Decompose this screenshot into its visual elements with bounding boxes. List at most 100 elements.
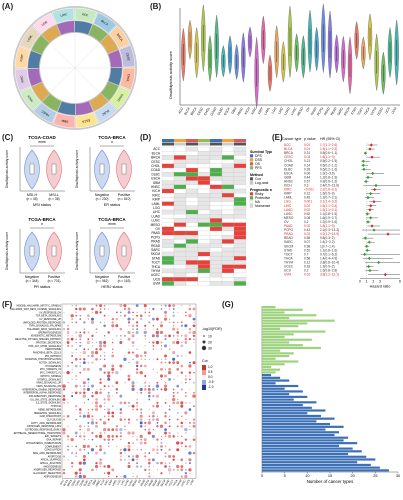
heatmap-cell [161,239,175,244]
panel-label-d: (D) [140,133,152,142]
dotplot-dot [75,418,77,421]
dotplot-dot [95,424,98,428]
dotplot-dot [83,435,86,438]
dotplot-legend-title: -log10(FDR) [202,327,222,331]
dotplot-dot [180,458,184,462]
forest-marker [365,212,369,216]
xtick-cesc: CESC [196,106,204,116]
dotplot-dot [107,428,111,432]
dotplot-dot [115,324,119,328]
dotplot-dot [79,472,82,475]
dotplot-dot [172,401,175,405]
dotplot-dot [172,334,175,337]
dotplot-dot [140,438,143,441]
heatmap-cell [221,281,235,286]
bar-green [262,349,281,352]
dotplot-dot [160,305,163,307]
dotplot-dot [136,398,138,401]
dotplot-dot [112,395,114,397]
dotplot-dot [160,472,163,475]
dotplot-dot [95,304,98,307]
dotplot-dot [86,367,90,371]
xtick-coad: COAD [209,106,217,117]
dotplot-dot [140,391,143,394]
heatmap-cell [209,226,223,232]
dotplot-dot [127,307,131,311]
dotplot-dot [63,372,65,374]
heatmap-row-label: UCS [153,277,160,281]
dotplot-dot [104,378,106,380]
color-legend-label: -1.0 [208,385,214,389]
dotplot-dot [87,354,90,357]
circos-inner-segment [100,81,119,101]
dotplot-dot [79,371,82,374]
dotplot-dot [112,338,114,340]
dotplot-dot [180,371,183,374]
dotplot-dot [185,432,187,434]
pathway-label: ALLOGRAFT_REJECTION [33,472,61,475]
dotplot-dot [82,454,86,458]
bar-blue [262,409,326,412]
dotplot-dot [82,350,86,355]
heatmap-survival-bar [198,139,210,142]
pathway-label: HALLMARK_KRAS_SIGNALING [27,328,61,331]
heatmap-cell [185,214,199,219]
dotplot-dot [169,318,171,320]
dotplot-dot [131,431,135,435]
dotplot-xtick: LAML [111,478,118,486]
dotplot-dot [62,471,66,475]
dotplot-dot [189,378,191,381]
dotplot-dot [99,344,103,348]
dotplot-dot [79,408,82,411]
panel-c-box [51,245,57,257]
dotplot-dot [136,314,139,317]
dotplot-dot [63,401,65,404]
pathway-label: COMPLEMENT [45,446,62,448]
heatmap-cell [173,180,187,185]
dotplot-dot [82,444,87,449]
dotplot-dot [95,445,98,448]
pathway-label: ADIPOGENESIS [44,475,62,478]
dotplot-dot [152,348,154,350]
legend-label: Nonsense [255,204,270,208]
dotplot-dot [152,405,155,408]
dotplot-dot [128,401,130,404]
circos-label: ACC [82,12,90,17]
dotplot-dot [63,311,65,313]
heatmap-cell [209,247,223,253]
dotplot-dot [177,321,179,324]
dotplot-dot [152,476,154,477]
dotplot-dot [155,404,159,408]
dotplot-dot [136,311,138,314]
dotplot-dot [107,471,111,475]
heatmap-row-label: COAD [151,168,161,172]
dotplot-dot [99,358,102,361]
circos-segment [74,7,98,24]
heatmap-cell [185,176,199,181]
dotplot-dot [115,475,118,478]
legend-label: Protective [255,196,270,200]
forest-pvalue: 0.52 [304,248,310,252]
dotplot-dot [177,365,179,367]
dotplot-dot [148,468,151,471]
forest-hr: 2.1(1.4~3.2) [320,200,337,204]
dotplot-dot [67,438,69,441]
forest-marker [372,228,376,232]
heatmap-cell [209,272,223,278]
dotplot-dot [180,388,184,391]
dotplot-dot [78,334,82,338]
legend-swatch [249,196,254,200]
dotplot-dot [99,304,103,308]
dotplot-dot [66,371,70,375]
dotplot-dot [91,341,94,344]
size-legend-label: 20 [208,340,212,344]
forest-cancer: PAAD [284,224,293,228]
dotplot-dot [132,435,134,437]
dotplot-dot [156,401,159,404]
xtick-acc: ACC [177,106,184,114]
dotplot-dot [116,409,118,410]
forest-pvalue: 0.06 [304,171,310,175]
dotplot-dot [119,455,122,458]
xtick-gbm: GBM [230,106,237,115]
dotplot-dot [189,368,191,370]
